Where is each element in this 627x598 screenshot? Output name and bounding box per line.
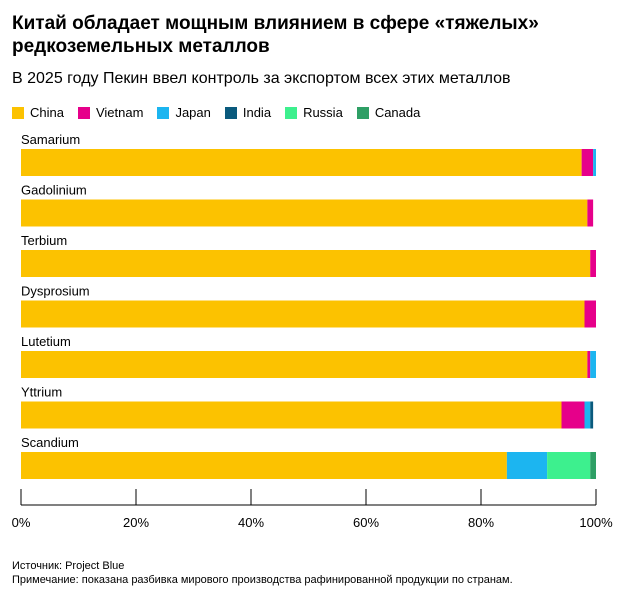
- bar-segment-terbium-vietnam: [590, 250, 596, 277]
- x-tick-label: 20%: [123, 515, 149, 530]
- legend-swatch-vietnam: [77, 106, 90, 119]
- bar-segment-lutetium-japan: [590, 351, 596, 378]
- legend-item-india: India: [224, 105, 272, 120]
- footnote: Примечание: показана разбивка мирового п…: [12, 574, 513, 586]
- category-label-gadolinium: Gadolinium: [21, 183, 87, 198]
- legend-item-china: China: [12, 105, 64, 120]
- bar-segment-gadolinium-vietnam: [587, 199, 594, 227]
- legend-label-china: China: [30, 105, 64, 120]
- bar-segment-scandium-russia: [547, 452, 591, 479]
- category-label-dysprosium: Dysprosium: [21, 284, 90, 299]
- bar-segment-samarium-china: [21, 149, 582, 176]
- bar-segment-samarium-japan: [593, 149, 596, 176]
- source-note: Источник: Project Blue: [12, 560, 125, 572]
- legend-label-vietnam: Vietnam: [95, 105, 144, 120]
- chart-title: Китай обладает мощным влиянием в сфере «…: [12, 13, 539, 57]
- category-label-lutetium: Lutetium: [21, 334, 71, 349]
- legend-swatch-canada: [356, 106, 369, 119]
- bar-segment-terbium-china: [21, 250, 591, 277]
- category-label-yttrium: Yttrium: [21, 385, 62, 400]
- bar-segment-dysprosium-china: [21, 300, 585, 328]
- category-label-scandium: Scandium: [21, 435, 79, 450]
- category-label-terbium: Terbium: [21, 233, 67, 248]
- bar-segment-lutetium-vietnam: [587, 351, 591, 378]
- legend-label-russia: Russia: [303, 105, 343, 120]
- bar-segment-yttrium-china: [21, 401, 562, 429]
- bar-segment-scandium-japan: [506, 452, 548, 479]
- legend-label-canada: Canada: [374, 105, 421, 120]
- legend: China Vietnam Japan India Russia Canada: [12, 105, 434, 120]
- bar-segment-scandium-canada: [590, 452, 596, 479]
- x-tick-label: 100%: [579, 515, 613, 530]
- bar-segment-yttrium-india: [590, 401, 594, 429]
- legend-swatch-china: [12, 106, 24, 119]
- bar-segment-lutetium-china: [21, 351, 588, 378]
- bar-segment-scandium-china: [21, 452, 507, 479]
- bar-segment-yttrium-vietnam: [561, 401, 585, 429]
- x-tick-label: 40%: [238, 515, 264, 530]
- bar-segment-samarium-vietnam: [581, 149, 594, 176]
- legend-label-india: India: [242, 105, 272, 120]
- x-tick-label: 0%: [12, 515, 31, 530]
- legend-item-canada: Canada: [356, 105, 421, 120]
- legend-item-russia: Russia: [285, 105, 343, 120]
- bar-segment-gadolinium-china: [21, 199, 588, 227]
- legend-swatch-japan: [157, 106, 170, 119]
- x-tick-label: 80%: [468, 515, 494, 530]
- legend-item-japan: Japan: [157, 105, 211, 120]
- legend-label-japan: Japan: [175, 105, 211, 120]
- bar-segment-yttrium-japan: [584, 401, 591, 429]
- legend-swatch-india: [224, 106, 237, 119]
- category-label-samarium: Samarium: [21, 132, 80, 147]
- legend-item-vietnam: Vietnam: [77, 105, 144, 120]
- bar-segment-dysprosium-vietnam: [584, 300, 596, 328]
- x-tick-label: 60%: [353, 515, 379, 530]
- chart-subtitle: В 2025 году Пекин ввел контроль за экспо…: [12, 70, 511, 87]
- legend-swatch-russia: [285, 106, 298, 119]
